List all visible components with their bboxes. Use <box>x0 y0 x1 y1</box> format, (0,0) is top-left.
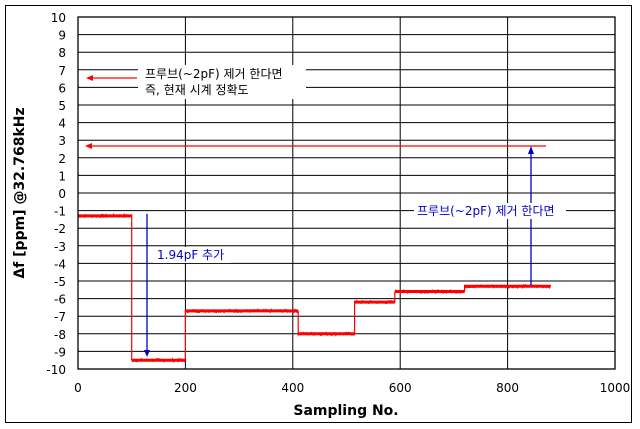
y-tick-label: 3 <box>58 134 66 148</box>
y-tick-label: 0 <box>58 187 66 201</box>
x-tick-label: 0 <box>74 381 82 395</box>
plot-area-border <box>77 16 616 370</box>
x-axis-title: Sampling No. <box>293 403 398 419</box>
y-tick-label: -8 <box>54 328 66 342</box>
y-tick-label: 7 <box>58 64 66 78</box>
blue-arrow-down-icon <box>144 214 150 357</box>
red-arrow-left-icon <box>86 75 137 81</box>
x-tick-label: 1000 <box>600 381 631 395</box>
y-tick-label: -10 <box>46 363 66 377</box>
x-tick-label: 200 <box>174 381 197 395</box>
annotation-top-line2: 즉, 현재 시계 정확도 <box>145 83 249 97</box>
y-tick-label: 10 <box>51 11 66 25</box>
annotation-remove-box <box>414 203 566 219</box>
x-tick-label: 400 <box>281 381 304 395</box>
y-tick-label: -2 <box>54 222 66 236</box>
x-tick-label: 800 <box>496 381 519 395</box>
y-tick-label: -3 <box>54 240 66 254</box>
y-tick-label: -4 <box>54 257 66 271</box>
annotation-remove-text: 프루브(~2pF) 제거 한다면 <box>417 204 555 218</box>
y-tick-label: -1 <box>54 205 66 219</box>
y-tick-label: -6 <box>54 293 66 307</box>
annotation-add-text: 1.94pF 추가 <box>157 248 224 262</box>
annotation-top-box <box>138 65 306 99</box>
y-tick-label: -5 <box>54 275 66 289</box>
y-tick-label: -9 <box>54 345 66 359</box>
y-tick-label: 1 <box>58 169 66 183</box>
x-axis-ticks: 0 200 400 600 800 1000 <box>74 381 630 395</box>
series-line <box>77 212 552 363</box>
y-tick-label: 5 <box>58 99 66 113</box>
data-series <box>77 212 552 363</box>
y-tick-label: 4 <box>58 117 66 131</box>
y-tick-label: -7 <box>54 310 66 324</box>
annotation-top-line1: 프루브(~2pF) 제거 한다면 <box>145 67 283 81</box>
red-arrow-long-left-icon <box>85 143 546 149</box>
annotation-add-box <box>153 247 231 263</box>
y-tick-label: 6 <box>58 81 66 95</box>
y-tick-label: 8 <box>58 46 66 60</box>
y-axis-title: Δf [ppm] @32.768kHz <box>12 107 28 278</box>
y-tick-label: 9 <box>58 29 66 43</box>
x-tick-label: 600 <box>389 381 412 395</box>
y-tick-label: 2 <box>58 152 66 166</box>
